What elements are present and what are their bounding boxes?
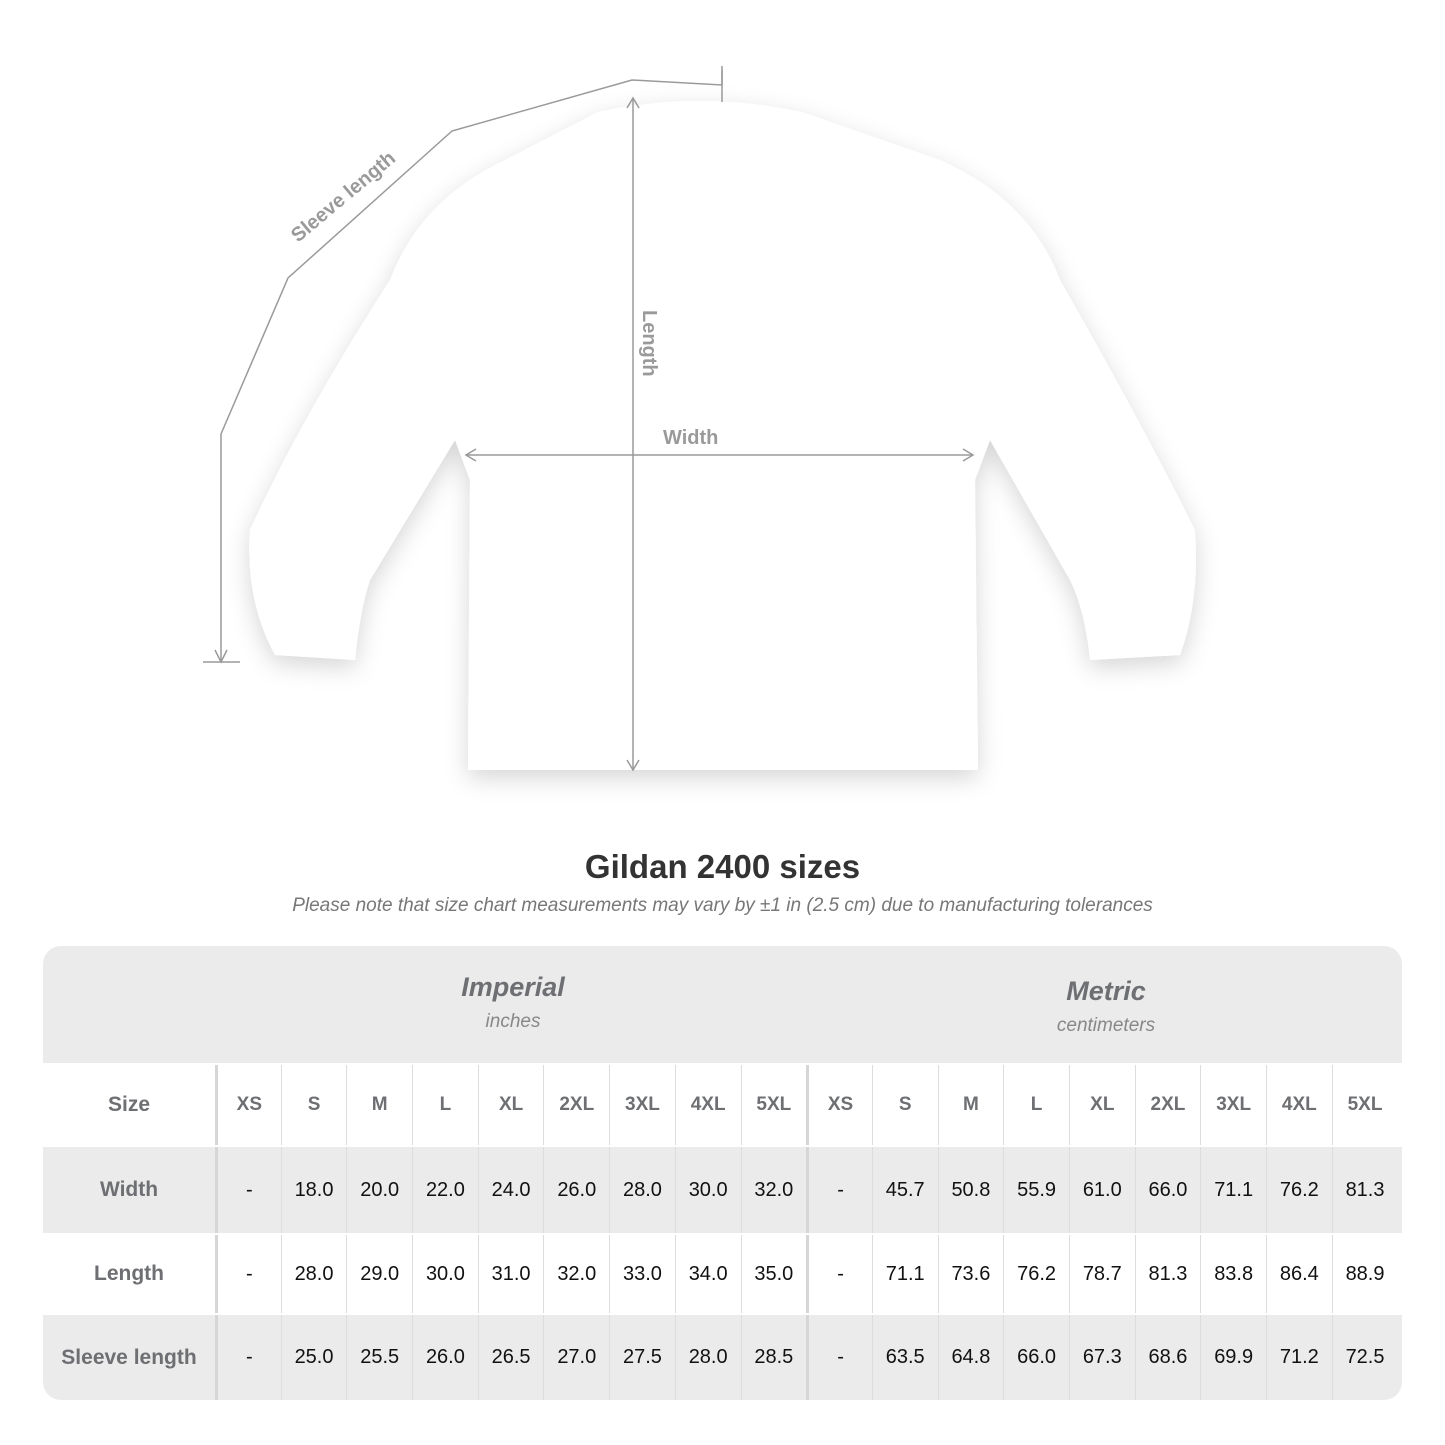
imperial-title: Imperial xyxy=(461,972,565,1002)
value-cell: 27.0 xyxy=(543,1315,609,1400)
size-header-cell: 4XL xyxy=(674,1065,741,1145)
size-table: Imperial inches Metric centimeters Size X… xyxy=(43,946,1402,1400)
size-header-cell: L xyxy=(1003,1065,1069,1145)
value-cell: 29.0 xyxy=(346,1235,412,1313)
value-cell: 32.0 xyxy=(543,1235,609,1313)
value-cell: 26.0 xyxy=(412,1315,478,1400)
size-header-cell: 5XL xyxy=(740,1065,807,1145)
size-header-cell: 5XL xyxy=(1331,1065,1398,1145)
value-cell: 88.9 xyxy=(1331,1235,1398,1313)
value-cell: 83.8 xyxy=(1200,1235,1266,1313)
value-cell: 20.0 xyxy=(346,1147,412,1233)
table-row: Length -28.0 29.0 30.0 31.0 32.0 33.0 34.0 35.0-… xyxy=(43,1235,1402,1313)
size-header-cell: S xyxy=(871,1065,938,1145)
value-cell: 76.2 xyxy=(1266,1147,1332,1233)
value-cell: 27.5 xyxy=(609,1315,675,1400)
metric-title: Metric xyxy=(1066,976,1146,1006)
size-header-cell: XS xyxy=(806,1065,872,1145)
value-cell: 76.2 xyxy=(1003,1235,1069,1313)
row-label: Length xyxy=(94,1262,164,1285)
value-cell: 71.2 xyxy=(1266,1315,1332,1400)
metric-unit: centimeters xyxy=(1056,1015,1156,1036)
value-cell: 81.3 xyxy=(1331,1147,1398,1233)
value-cell: 64.8 xyxy=(937,1315,1004,1400)
value-cell: 28.0 xyxy=(280,1235,347,1313)
value-cell: 86.4 xyxy=(1266,1235,1332,1313)
value-cell: - xyxy=(215,1235,281,1313)
size-header-cell: XS xyxy=(215,1065,281,1145)
size-header-cell: M xyxy=(346,1065,412,1145)
value-cell: 28.5 xyxy=(740,1315,807,1400)
width-label: Width xyxy=(663,427,718,449)
size-header-cell: L xyxy=(412,1065,478,1145)
size-header-cell: 3XL xyxy=(609,1065,675,1145)
value-cell: - xyxy=(806,1235,872,1313)
size-header-cell: 2XL xyxy=(543,1065,609,1145)
value-cell: 71.1 xyxy=(1200,1147,1266,1233)
table-row: Sleeve length -25.0 25.5 26.0 26.5 27.0 27.5 28… xyxy=(43,1315,1402,1400)
row-label: Width xyxy=(99,1178,159,1201)
value-cell: 30.0 xyxy=(674,1147,741,1233)
value-cell: 26.0 xyxy=(543,1147,609,1233)
metric-header: Metric centimeters xyxy=(810,950,1402,1067)
size-header-cell: 3XL xyxy=(1200,1065,1266,1145)
size-header-cell: M xyxy=(937,1065,1004,1145)
size-header-cell: 2XL xyxy=(1134,1065,1201,1145)
value-cell: - xyxy=(215,1147,281,1233)
value-cell: 71.1 xyxy=(871,1235,938,1313)
table-row: Width -18.0 20.0 22.0 24.0 26.0 28.0 30.0 32.0-4… xyxy=(43,1147,1402,1233)
value-cell: 66.0 xyxy=(1134,1147,1201,1233)
size-header-cell: S xyxy=(280,1065,347,1145)
shirt-shape xyxy=(249,101,1196,770)
shirt-diagram: Sleeve length Length Width xyxy=(203,66,1196,772)
value-cell: 45.7 xyxy=(871,1147,938,1233)
value-cell: 68.6 xyxy=(1134,1315,1201,1400)
size-header-cell: 4XL xyxy=(1266,1065,1332,1145)
value-cell: 61.0 xyxy=(1068,1147,1135,1233)
row-label: Sleeve length xyxy=(61,1345,197,1369)
value-cell: 33.0 xyxy=(609,1235,675,1313)
value-cell: 25.5 xyxy=(346,1315,412,1400)
value-cell: 50.8 xyxy=(937,1147,1004,1233)
value-cell: 67.3 xyxy=(1068,1315,1135,1400)
units-header xyxy=(43,946,1402,1063)
value-cell: 32.0 xyxy=(740,1147,807,1233)
value-cell: 66.0 xyxy=(1003,1315,1069,1400)
value-cell: 18.0 xyxy=(280,1147,347,1233)
value-cell: 35.0 xyxy=(740,1235,807,1313)
tolerance-note: Please note that size chart measurements… xyxy=(292,895,1153,916)
page-title: Gildan 2400 sizes xyxy=(584,848,861,885)
value-cell: 81.3 xyxy=(1134,1235,1201,1313)
value-cell: 22.0 xyxy=(412,1147,478,1233)
value-cell: - xyxy=(215,1315,281,1400)
value-cell: 78.7 xyxy=(1068,1235,1135,1313)
value-cell: 28.0 xyxy=(674,1315,741,1400)
size-header-cell: XL xyxy=(477,1065,544,1145)
size-header-row: Size XS S M L XL 2XL 3XL 4XL 5XL XS S M L XL 2XL 3XL 4XL 5… xyxy=(43,1065,1402,1145)
value-cell: 24.0 xyxy=(477,1147,544,1233)
value-cell: 30.0 xyxy=(412,1235,478,1313)
value-cell: 69.9 xyxy=(1200,1315,1266,1400)
value-cell: 34.0 xyxy=(674,1235,741,1313)
size-header-cell: XL xyxy=(1068,1065,1135,1145)
value-cell: 63.5 xyxy=(871,1315,938,1400)
value-cell: 25.0 xyxy=(280,1315,347,1400)
value-cell: 28.0 xyxy=(609,1147,675,1233)
value-cell: 26.5 xyxy=(477,1315,544,1400)
value-cell: 72.5 xyxy=(1331,1315,1398,1400)
row-label: Size xyxy=(107,1093,151,1116)
value-cell: - xyxy=(806,1315,872,1400)
length-label: Length xyxy=(638,310,660,377)
value-cell: - xyxy=(806,1147,872,1233)
value-cell: 55.9 xyxy=(1003,1147,1069,1233)
imperial-unit: inches xyxy=(485,1011,541,1032)
value-cell: 31.0 xyxy=(477,1235,544,1313)
imperial-header: Imperial inches xyxy=(217,946,809,1063)
sleeve-label: Sleeve length xyxy=(287,147,400,247)
value-cell: 73.6 xyxy=(937,1235,1004,1313)
